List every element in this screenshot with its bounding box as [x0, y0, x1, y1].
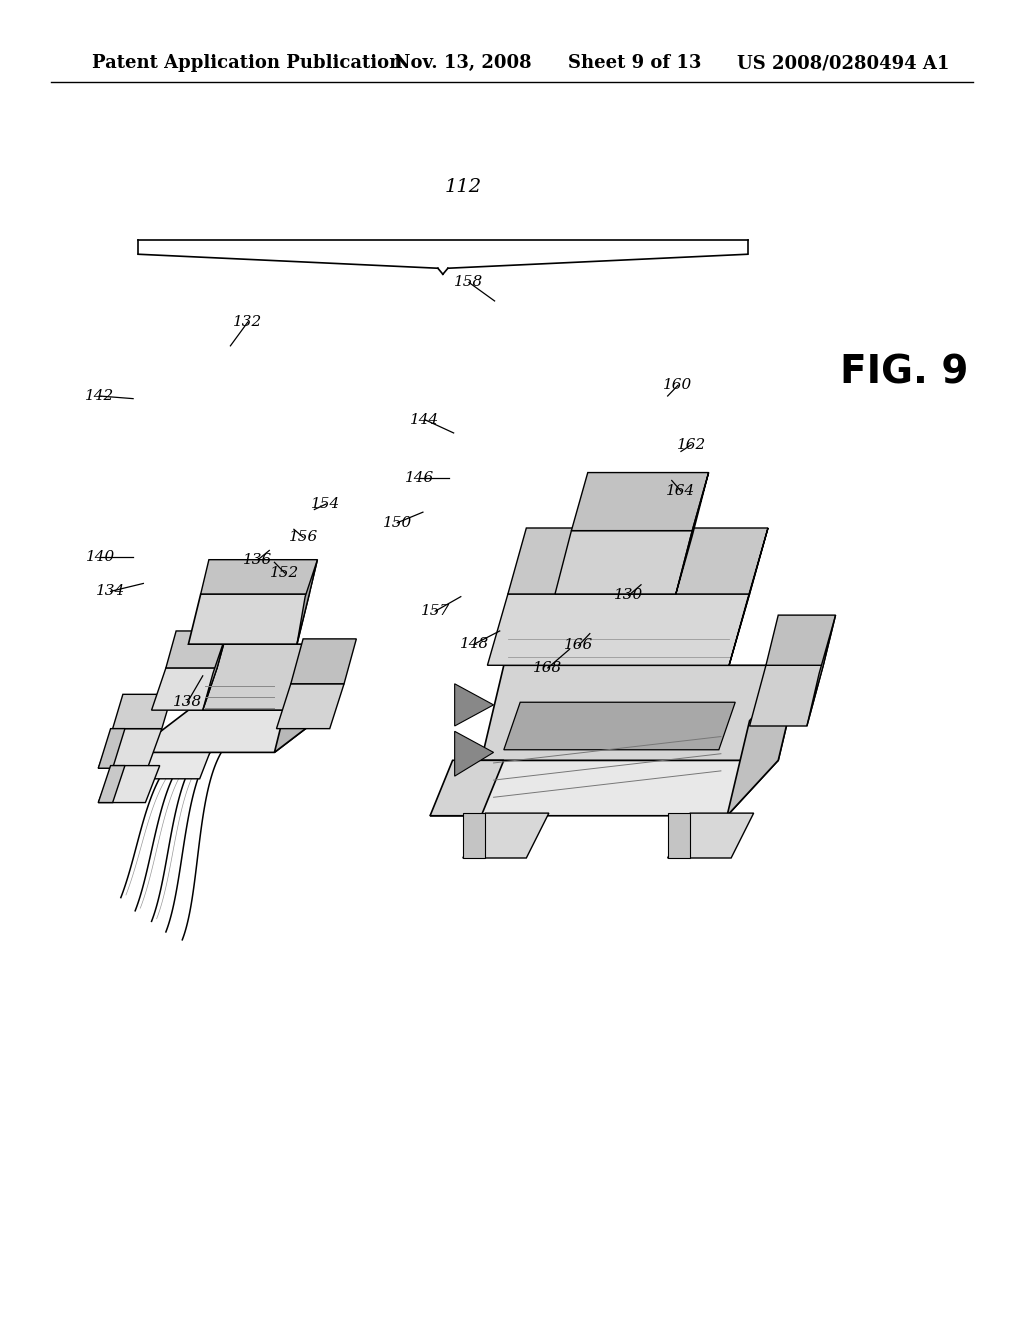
Polygon shape — [98, 729, 162, 768]
Polygon shape — [455, 731, 494, 776]
Text: US 2008/0280494 A1: US 2008/0280494 A1 — [737, 54, 949, 73]
Text: 160: 160 — [664, 379, 692, 392]
Polygon shape — [152, 668, 217, 710]
Polygon shape — [668, 813, 690, 858]
Text: 130: 130 — [614, 589, 643, 602]
Polygon shape — [201, 560, 317, 594]
Text: 146: 146 — [406, 471, 434, 484]
Polygon shape — [203, 631, 227, 710]
Polygon shape — [463, 813, 485, 858]
Text: 148: 148 — [460, 638, 488, 651]
Polygon shape — [727, 665, 801, 816]
Polygon shape — [291, 639, 356, 684]
Polygon shape — [430, 760, 778, 816]
Polygon shape — [98, 729, 125, 768]
Polygon shape — [166, 631, 227, 668]
Text: Patent Application Publication: Patent Application Publication — [92, 54, 402, 73]
Polygon shape — [455, 684, 494, 726]
Text: 134: 134 — [96, 585, 125, 598]
Text: 162: 162 — [677, 438, 706, 451]
Polygon shape — [555, 531, 692, 594]
Text: 150: 150 — [383, 516, 412, 529]
Polygon shape — [481, 665, 801, 760]
Text: 140: 140 — [86, 550, 115, 564]
Polygon shape — [274, 644, 346, 752]
Polygon shape — [807, 615, 836, 726]
Polygon shape — [676, 473, 709, 594]
Text: 132: 132 — [233, 315, 262, 329]
Text: 136: 136 — [244, 553, 272, 566]
Text: 112: 112 — [444, 178, 481, 197]
Polygon shape — [729, 528, 768, 665]
Polygon shape — [133, 739, 215, 779]
Text: Nov. 13, 2008: Nov. 13, 2008 — [394, 54, 531, 73]
Polygon shape — [571, 473, 709, 531]
Text: 138: 138 — [173, 696, 202, 709]
Text: 152: 152 — [270, 566, 299, 579]
Polygon shape — [113, 694, 172, 729]
Text: 156: 156 — [289, 531, 317, 544]
Text: 166: 166 — [564, 639, 593, 652]
Text: 168: 168 — [534, 661, 562, 675]
Polygon shape — [430, 760, 504, 816]
Text: 158: 158 — [455, 276, 483, 289]
Polygon shape — [98, 766, 125, 803]
Polygon shape — [766, 615, 836, 665]
Polygon shape — [98, 766, 160, 803]
Polygon shape — [188, 594, 309, 644]
Polygon shape — [133, 710, 330, 752]
Text: FIG. 9: FIG. 9 — [840, 354, 968, 391]
Text: Sheet 9 of 13: Sheet 9 of 13 — [568, 54, 701, 73]
Polygon shape — [463, 813, 549, 858]
Polygon shape — [668, 813, 754, 858]
Polygon shape — [276, 684, 344, 729]
Polygon shape — [508, 528, 768, 594]
Polygon shape — [750, 665, 823, 726]
Text: 144: 144 — [411, 413, 439, 426]
Polygon shape — [297, 560, 317, 644]
Polygon shape — [504, 702, 735, 750]
Text: 154: 154 — [311, 498, 340, 511]
Text: 157: 157 — [421, 605, 450, 618]
Polygon shape — [487, 594, 750, 665]
Text: 164: 164 — [667, 484, 695, 498]
Text: 142: 142 — [85, 389, 114, 403]
Polygon shape — [188, 644, 346, 710]
